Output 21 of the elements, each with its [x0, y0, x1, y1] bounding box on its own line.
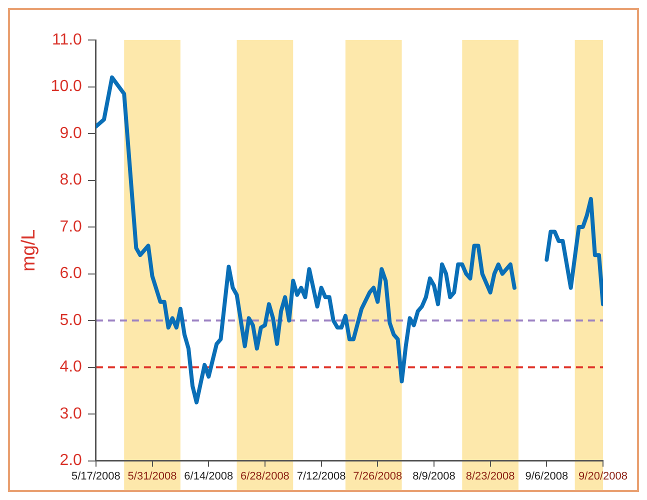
x-tick-label: 8/23/2008 [466, 470, 515, 482]
x-tick-label: 9/6/2008 [525, 470, 568, 482]
y-tick-label: 6.0 [60, 265, 82, 282]
y-tick-label: 8.0 [60, 172, 82, 189]
y-tick-label: 7.0 [60, 218, 82, 236]
y-tick-label: 4.0 [60, 358, 82, 376]
x-tick-label: 6/14/2008 [184, 470, 234, 482]
y-tick-label: 2.0 [60, 452, 82, 470]
y-tick-label: 10.0 [50, 78, 82, 96]
x-tick-label: 5/31/2008 [128, 470, 177, 482]
y-tick-label: 5.0 [60, 312, 82, 329]
x-tick-label: 5/17/2008 [71, 470, 120, 482]
x-tick-label: 9/20/2008 [578, 470, 628, 482]
y-tick-label: 11.0 [52, 31, 82, 48]
x-tick-label: 8/9/2008 [412, 470, 456, 482]
y-tick-label: 3.0 [60, 405, 82, 422]
x-tick-label: 7/12/2008 [296, 470, 346, 482]
y-axis-title: mg/L [18, 229, 40, 272]
y-tick-label: 9.0 [60, 124, 82, 142]
x-tick-label: 7/26/2008 [353, 470, 402, 482]
x-tick-label: 6/28/2008 [240, 470, 290, 482]
